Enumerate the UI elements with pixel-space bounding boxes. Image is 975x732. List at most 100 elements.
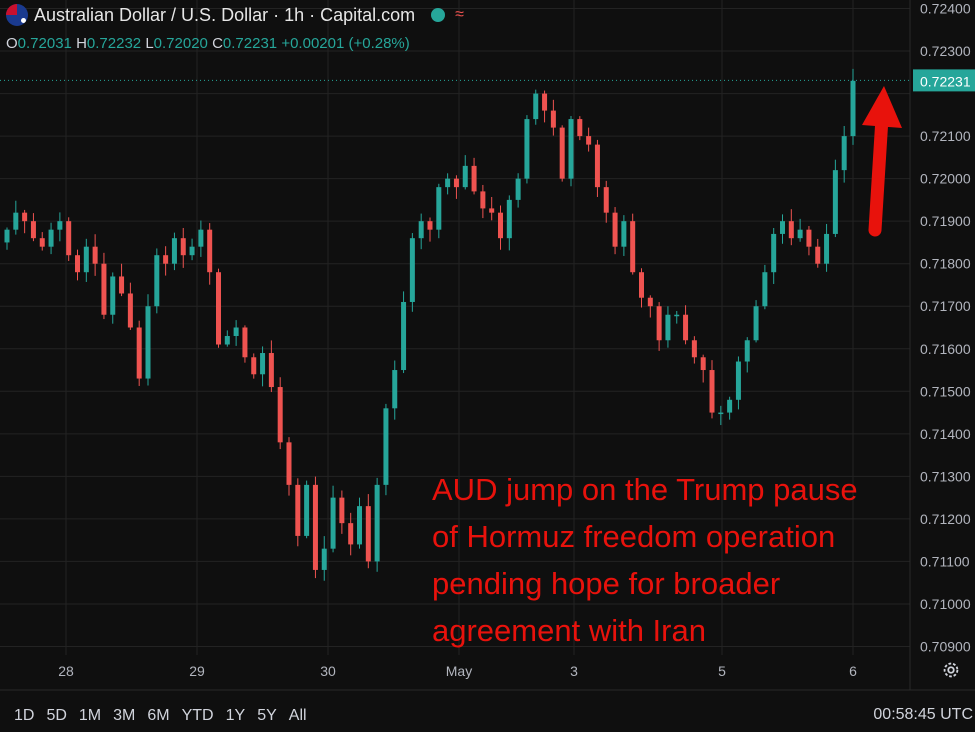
range-5d[interactable]: 5D (46, 707, 67, 724)
candle-body (630, 221, 636, 273)
candle-body (66, 221, 72, 256)
candle-body (453, 178, 459, 188)
candle-body (427, 221, 433, 230)
candle-body (480, 191, 486, 209)
y-tick-label: 0.71900 (920, 213, 971, 229)
candle-body (22, 212, 28, 222)
candle-body (718, 412, 724, 415)
range-1y[interactable]: 1Y (225, 707, 246, 724)
candle-body (735, 361, 741, 400)
x-tick-label: 3 (570, 663, 578, 679)
y-tick-label: 0.71600 (920, 341, 971, 357)
candle-body (445, 178, 451, 188)
candle-body (127, 293, 133, 328)
open-value: 0.72031 (17, 35, 72, 52)
candle-body (383, 408, 389, 485)
high-value: 0.72232 (86, 35, 142, 52)
range-5y[interactable]: 5Y (257, 707, 277, 724)
candle-body (312, 484, 318, 570)
candle-body (92, 246, 98, 264)
candle-body (612, 212, 618, 247)
y-tick-label: 0.71400 (920, 426, 971, 442)
annotation-text: pending hope for broader (432, 566, 780, 601)
last-price-tag (913, 69, 975, 92)
candle-body (57, 221, 63, 230)
candle-body (691, 340, 697, 358)
annotation-text: AUD jump on the Trump pause (432, 472, 858, 507)
range-ytd[interactable]: YTD (181, 707, 214, 724)
y-tick-label: 0.71300 (920, 468, 971, 484)
candle-body (233, 327, 239, 337)
close-value: 0.72231 (222, 35, 278, 52)
chart-header: Australian Dollar / U.S. Dollar · 1h · C… (6, 4, 464, 26)
range-1d[interactable]: 1D (14, 707, 35, 724)
candle-body (110, 276, 116, 315)
candle-body (515, 178, 521, 200)
range-all[interactable]: All (288, 707, 307, 724)
range-6m[interactable]: 6M (147, 707, 170, 724)
candle-body (171, 238, 177, 264)
candle-body (762, 272, 768, 307)
open-key: O (6, 35, 18, 52)
range-toolbar: 1D 5D 1M 3M 6M YTD 1Y 5Y All (0, 700, 975, 732)
ohlc-legend: O0.72031 H0.72232 L0.72020 C0.72231 +0.0… (6, 35, 410, 52)
range-1m[interactable]: 1M (78, 707, 102, 724)
candle-body (198, 229, 204, 247)
y-tick-label: 0.71000 (920, 596, 971, 612)
candle-body (550, 110, 556, 128)
candle-body (136, 327, 142, 379)
last-price-label: 0.72231 (920, 73, 971, 89)
y-tick-label: 0.72400 (920, 1, 971, 17)
candle-body (13, 212, 19, 230)
candle-body (709, 370, 715, 413)
candle-body (295, 484, 301, 536)
candle-body (577, 119, 583, 137)
candle-body (242, 327, 248, 358)
candle-body (180, 238, 186, 256)
candle-body (462, 165, 468, 188)
candle-body (321, 548, 327, 570)
candle-body (277, 387, 283, 443)
low-key: L (145, 35, 154, 52)
candle-body (788, 221, 794, 239)
range-3m[interactable]: 3M (113, 707, 136, 724)
candle-body (665, 314, 671, 341)
candle-body (101, 263, 107, 315)
candle-body (524, 119, 530, 179)
candle-body (365, 506, 371, 562)
x-tick-label: 5 (718, 663, 726, 679)
candle-body (568, 119, 574, 179)
y-tick-label: 0.71100 (920, 553, 970, 569)
candle-body (436, 187, 442, 230)
candle-body (83, 246, 89, 273)
candle-body (374, 484, 380, 562)
y-tick-label: 0.72300 (920, 43, 971, 59)
candle-body (251, 357, 257, 375)
candle-body (392, 370, 398, 409)
candle-body (533, 93, 539, 120)
candle-body (753, 306, 759, 341)
annotation-text: agreement with Iran (432, 613, 706, 648)
candle-body (401, 301, 407, 371)
low-value: 0.72020 (153, 35, 208, 52)
candle-body (815, 246, 821, 264)
y-tick-label: 0.72100 (920, 128, 971, 144)
annotation-text: of Hormuz freedom operation (432, 519, 835, 554)
candle-body (674, 314, 680, 317)
y-tick-label: 0.70900 (920, 638, 971, 654)
candle-body (348, 523, 354, 545)
change-value: +0.00201 (+0.28%) (281, 35, 410, 52)
x-tick-label: 29 (189, 663, 205, 679)
candle-body (603, 187, 609, 213)
gear-icon[interactable] (940, 659, 962, 681)
candle-body (594, 144, 600, 188)
candle-body (806, 229, 812, 247)
y-tick-label: 0.71700 (920, 298, 971, 314)
symbol-title[interactable]: Australian Dollar / U.S. Dollar · 1h · C… (34, 4, 416, 25)
candle-body (506, 199, 512, 239)
candle-body (471, 165, 477, 192)
candle-body (824, 233, 830, 264)
candle-body (357, 506, 362, 545)
y-tick-label: 0.71500 (920, 383, 971, 399)
